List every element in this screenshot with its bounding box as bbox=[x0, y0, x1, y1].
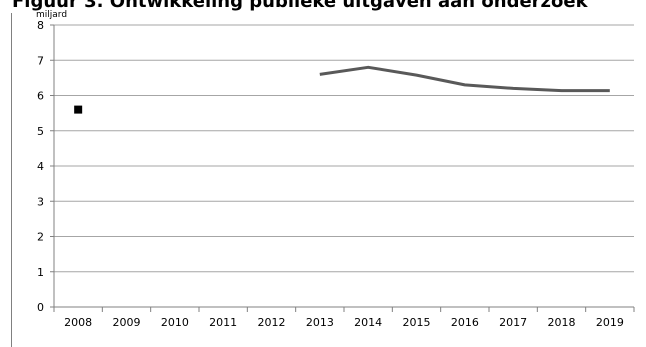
y-tick-label: 0 bbox=[37, 301, 44, 314]
grid-lines bbox=[54, 24, 634, 273]
axes bbox=[50, 24, 635, 312]
x-tick-label: 2014 bbox=[354, 316, 382, 329]
x-tick-label: 2016 bbox=[451, 316, 479, 329]
x-tick-label: 2010 bbox=[161, 316, 189, 329]
x-tick-label: 2009 bbox=[113, 316, 141, 329]
y-tick-label: 2 bbox=[37, 231, 44, 244]
x-tick-label: 2018 bbox=[548, 316, 576, 329]
y-tick-label: 4 bbox=[37, 160, 44, 173]
y-tick-label: 3 bbox=[37, 195, 44, 208]
chart-title-text: Ontwikkeling publieke uitgaven aan onder… bbox=[109, 0, 588, 12]
x-tick-label: 2017 bbox=[499, 316, 527, 329]
y-tick-label: 8 bbox=[37, 19, 44, 32]
x-tick-label: 2008 bbox=[64, 316, 92, 329]
chart-title: Figuur 3. Ontwikkeling publieke uitgaven… bbox=[12, 0, 588, 13]
y-tick-label: 5 bbox=[37, 125, 44, 138]
y-axis-unit-label: miljard bbox=[36, 10, 67, 20]
x-tick-label: 2011 bbox=[209, 316, 237, 329]
y-tick-label: 6 bbox=[37, 90, 44, 103]
data-series bbox=[74, 65, 610, 114]
figure-frame-line bbox=[11, 13, 12, 347]
series-line bbox=[319, 65, 610, 93]
x-tick-label: 2013 bbox=[306, 316, 334, 329]
y-tick-label: 7 bbox=[37, 54, 44, 67]
chart-title-lead: Figuur 3. bbox=[12, 0, 104, 12]
x-tick-label: 2015 bbox=[403, 316, 431, 329]
y-tick-label: 1 bbox=[37, 266, 44, 279]
x-tick-label: 2019 bbox=[596, 316, 624, 329]
data-point-marker bbox=[74, 105, 83, 114]
tick-labels: 0 1 2 3 4 5 6 7 8 2008 2009 2010 2011 2012 2013 2014 201… bbox=[36, 10, 624, 329]
x-tick-label: 2012 bbox=[258, 316, 286, 329]
